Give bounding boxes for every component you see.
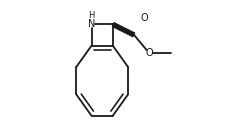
Text: N: N xyxy=(88,19,95,29)
Text: O: O xyxy=(141,12,148,23)
Text: O: O xyxy=(146,48,153,57)
Text: H: H xyxy=(88,12,95,21)
